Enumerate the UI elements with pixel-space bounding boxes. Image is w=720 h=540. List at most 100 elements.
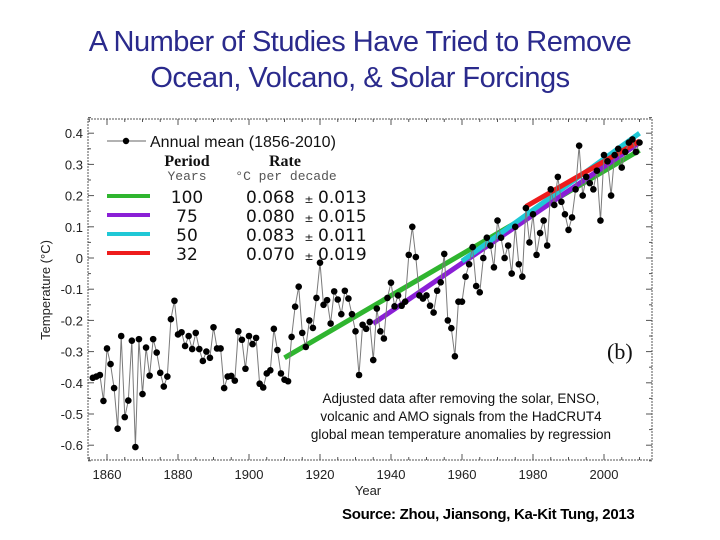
data-point (291, 303, 299, 310)
data-point (334, 296, 342, 303)
data-point (295, 283, 303, 291)
data-point (199, 357, 207, 365)
y-tick-label: 0.2 (65, 189, 83, 204)
legend-plus-minus: ± (304, 212, 313, 225)
legend-error-value: 0.019 (318, 245, 367, 265)
data-point (409, 223, 416, 231)
data-point (384, 294, 391, 302)
data-point (426, 302, 434, 310)
data-point (597, 217, 604, 224)
data-point (181, 342, 189, 350)
data-point (100, 397, 107, 405)
data-point (483, 234, 491, 242)
data-point (206, 354, 214, 362)
data-point (302, 343, 310, 351)
legend-error-value: 0.015 (318, 207, 367, 227)
data-point (508, 270, 515, 277)
data-point (249, 340, 256, 348)
data-point (636, 139, 643, 146)
data-point (444, 317, 452, 324)
legend-plus-minus: ± (304, 193, 313, 206)
data-point (153, 349, 160, 356)
data-point (480, 254, 487, 262)
data-point (547, 186, 555, 193)
x-tick-label: 1940 (377, 467, 406, 482)
annotation-line-1: Adjusted data after removing the solar, … (323, 391, 600, 406)
slide-title-line-1: A Number of Studies Have Tried to Remove (88, 26, 632, 58)
data-point (582, 173, 590, 181)
data-point (288, 333, 295, 341)
data-point (327, 320, 334, 327)
data-point (476, 289, 484, 296)
data-point (160, 383, 168, 390)
data-point (458, 298, 466, 305)
data-point (607, 192, 615, 199)
data-point (373, 305, 381, 312)
data-point (146, 372, 153, 379)
data-point (238, 336, 246, 344)
data-point (600, 151, 608, 159)
data-point (440, 250, 448, 258)
x-tick-label: 2000 (590, 467, 619, 482)
legend-period-value: 32 (176, 245, 198, 265)
data-point (593, 167, 601, 174)
y-tick-label: -0.4 (61, 376, 83, 391)
data-point (515, 260, 523, 268)
data-point (132, 443, 139, 451)
legend-header-period: Period (164, 153, 209, 170)
y-tick-label: -0.2 (61, 313, 83, 328)
data-point (618, 164, 626, 171)
data-point (306, 317, 313, 324)
trend-line-32yr (524, 138, 641, 209)
legend-period-value: 75 (176, 207, 198, 227)
y-tick-label: 0 (76, 251, 83, 266)
data-point (362, 325, 370, 333)
legend-error-value: 0.013 (318, 188, 367, 208)
legend-rate-value: 0.080 (246, 207, 295, 227)
data-point (558, 198, 565, 206)
data-point (149, 335, 157, 343)
data-point (171, 297, 178, 305)
data-point (156, 369, 164, 377)
x-tick-label: 1920 (306, 467, 335, 482)
data-point (330, 288, 338, 295)
legend-error-value: 0.011 (318, 226, 367, 246)
data-point (632, 148, 640, 156)
y-tick-label: -0.1 (61, 282, 83, 297)
data-point (568, 214, 576, 221)
data-point (394, 292, 402, 299)
data-point (210, 323, 217, 331)
data-point (501, 254, 508, 262)
data-point (551, 201, 558, 209)
data-point (433, 287, 441, 295)
data-point (178, 328, 185, 336)
data-point (259, 384, 267, 391)
data-point (490, 264, 498, 271)
data-point (540, 217, 547, 224)
data-point (380, 335, 388, 342)
data-point (217, 345, 224, 352)
data-point (235, 328, 242, 335)
data-point (341, 287, 349, 295)
data-point (611, 151, 618, 159)
source-citation: Source: Zhou, Jiansong, Ka-Kit Tung, 201… (342, 506, 635, 523)
data-point (469, 243, 476, 251)
data-point (629, 136, 636, 143)
data-point (497, 234, 505, 242)
data-point (117, 332, 125, 340)
data-point (579, 192, 586, 199)
data-point (554, 173, 562, 181)
data-point (135, 335, 143, 343)
data-point (519, 273, 526, 281)
legend-subheader-period: Years (167, 169, 206, 184)
y-tick-label: 0.3 (65, 157, 83, 172)
data-point (366, 318, 374, 326)
data-point (313, 294, 320, 302)
data-point (345, 295, 352, 302)
data-point (164, 373, 171, 380)
data-point (355, 371, 363, 379)
x-tick-label: 1960 (448, 467, 477, 482)
data-point (572, 186, 579, 193)
data-point (614, 145, 622, 153)
